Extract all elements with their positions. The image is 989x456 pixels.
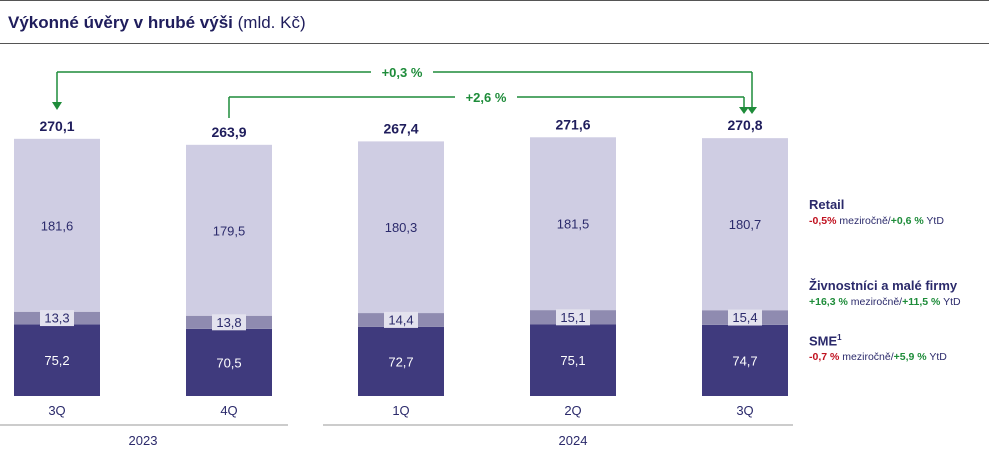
bar-4-series-2 bbox=[702, 138, 788, 311]
bar-2-series-2 bbox=[358, 141, 444, 314]
category-label-1: 4Q bbox=[220, 403, 237, 418]
category-label-4: 3Q bbox=[736, 403, 753, 418]
legend-sme-ytd: +5,9 % bbox=[893, 351, 927, 364]
bar-0-label-series-1: 13,3 bbox=[44, 311, 69, 326]
legend-item-retail: Retail -0,5% meziročně/+0,6 % YtD bbox=[809, 197, 944, 227]
category-label-2: 1Q bbox=[392, 403, 409, 418]
legend-sme-footnote: 1 bbox=[837, 333, 842, 342]
bar-1-mid-label-box bbox=[212, 314, 246, 331]
annotation-0-arrowhead bbox=[747, 107, 757, 114]
bar-4-label-series-0: 74,7 bbox=[732, 353, 757, 368]
bar-3-label-series-2: 181,5 bbox=[557, 217, 590, 232]
annotation-1-arrowhead bbox=[739, 107, 749, 114]
category-label-0: 3Q bbox=[48, 403, 65, 418]
bar-2-label-series-2: 180,3 bbox=[385, 220, 418, 235]
bar-0-label-series-0: 75,2 bbox=[44, 353, 69, 368]
bar-1-series-2 bbox=[186, 144, 272, 316]
legend-small-business-ytd: +11,5 % bbox=[902, 296, 941, 308]
bar-4-total: 270,8 bbox=[727, 117, 762, 133]
legend-small-business-yoy: +16,3 % bbox=[809, 296, 848, 308]
bar-3-series-2 bbox=[530, 137, 616, 311]
bar-1-label-series-2: 179,5 bbox=[213, 223, 246, 238]
category-label-3: 2Q bbox=[564, 403, 581, 418]
legend-sme-yoy: -0,7 % bbox=[809, 351, 840, 364]
legend-small-business-name: Živnostníci a malé firmy bbox=[809, 278, 958, 293]
annotation-0-label: +0,3 % bbox=[382, 65, 423, 80]
legend-item-small-business: Živnostníci a malé firmy +16,3 % meziroč… bbox=[809, 278, 961, 308]
legend-retail-ytd: +0,6 % bbox=[890, 215, 924, 227]
bar-4-mid-label-box bbox=[728, 309, 762, 326]
bar-1-label-series-1: 13,8 bbox=[216, 315, 241, 330]
bar-4-series-0 bbox=[702, 324, 788, 396]
bar-0-mid-label-box bbox=[40, 310, 74, 327]
bar-4-label-series-1: 15,4 bbox=[732, 310, 757, 325]
chart-title: Výkonné úvěry v hrubé výši (mld. Kč) bbox=[8, 13, 306, 33]
bar-1-series-0 bbox=[186, 328, 272, 396]
bar-1-label-series-0: 70,5 bbox=[216, 355, 241, 370]
bar-4-label-series-2: 180,7 bbox=[729, 217, 762, 232]
title-bar: Výkonné úvěry v hrubé výši (mld. Kč) bbox=[0, 0, 989, 44]
legend-item-sme: SME1 -0,7 % meziročně/+5,9 % YtD bbox=[809, 333, 947, 363]
bar-3-mid-label-box bbox=[556, 309, 590, 326]
legend-retail-yoy: -0,5% bbox=[809, 215, 837, 227]
chart-title-bold: Výkonné úvěry v hrubé výši bbox=[8, 13, 233, 32]
legend-small-business-stat: +16,3 % meziročně/+11,5 % YtD bbox=[809, 296, 961, 308]
bar-3-label-series-1: 15,1 bbox=[560, 310, 585, 325]
bar-3-label-series-0: 75,1 bbox=[560, 353, 585, 368]
bar-2-label-series-1: 14,4 bbox=[388, 312, 413, 327]
bar-0-series-2 bbox=[14, 138, 100, 312]
bar-0-total: 270,1 bbox=[39, 118, 74, 134]
bar-3-series-0 bbox=[530, 324, 616, 396]
bar-1-total: 263,9 bbox=[211, 124, 246, 140]
year-group-label-1: 2024 bbox=[559, 433, 588, 448]
legend-retail-name: Retail bbox=[809, 197, 845, 212]
chart-title-unit: (mld. Kč) bbox=[237, 13, 306, 32]
legend-sme-name: SME1 bbox=[809, 333, 842, 349]
bar-2-mid-label-box bbox=[384, 311, 418, 328]
bar-0-label-series-2: 181,6 bbox=[41, 218, 74, 233]
annotation-0-start-arrowhead bbox=[52, 102, 62, 110]
legend-retail-stat: -0,5% meziročně/+0,6 % YtD bbox=[809, 215, 944, 227]
bar-2-total: 267,4 bbox=[383, 120, 418, 136]
bar-3-total: 271,6 bbox=[555, 116, 590, 132]
bar-2-label-series-0: 72,7 bbox=[388, 354, 413, 369]
year-group-label-0: 2023 bbox=[129, 433, 158, 448]
bar-0-series-0 bbox=[14, 324, 100, 396]
bar-2-series-0 bbox=[358, 326, 444, 396]
legend-sme-stat: -0,7 % meziročně/+5,9 % YtD bbox=[809, 351, 947, 364]
annotation-1-label: +2,6 % bbox=[466, 90, 507, 105]
